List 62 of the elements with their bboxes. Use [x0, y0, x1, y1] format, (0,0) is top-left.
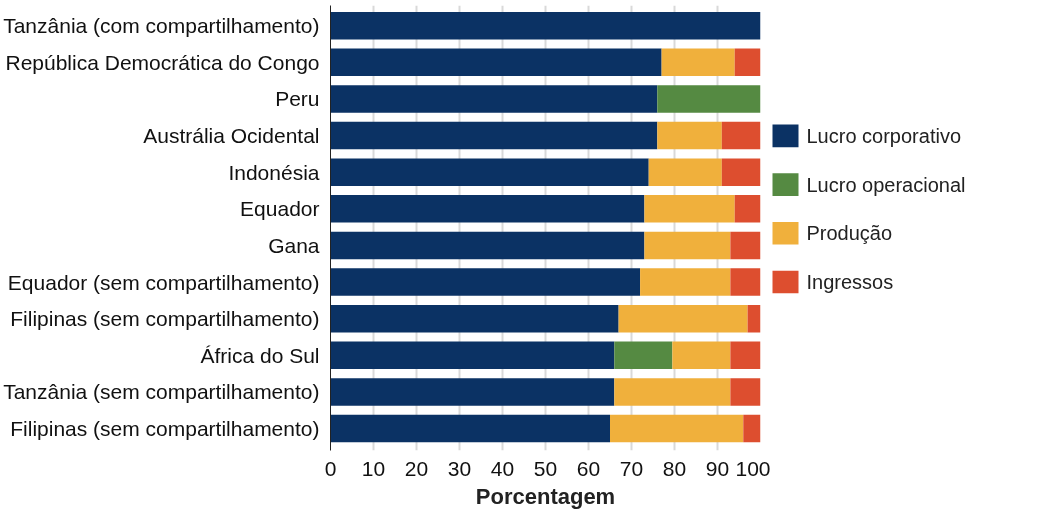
y-tick-label: República Democrática do Congo	[5, 50, 320, 74]
legend-label: Lucro corporativo	[806, 124, 962, 147]
bar	[610, 414, 744, 443]
y-tick-label: Filipinas (sem compartilhamento)	[10, 417, 320, 441]
y-tick-label: Peru	[275, 87, 320, 111]
bar	[614, 341, 673, 370]
x-tick-label: 40	[490, 456, 515, 480]
x-tick-label: 20	[404, 456, 429, 480]
legend-label: Produção	[806, 222, 893, 245]
bar	[618, 304, 748, 333]
bar	[330, 268, 641, 296]
bar	[734, 48, 761, 76]
y-tick-label: Indonésia	[228, 160, 320, 184]
bar	[730, 268, 761, 296]
bar	[330, 121, 658, 150]
bar	[734, 195, 761, 223]
bar	[730, 341, 761, 370]
bar	[330, 85, 658, 113]
bar	[661, 48, 735, 76]
y-tick-label: Equador	[240, 197, 320, 221]
bar	[640, 268, 731, 296]
bar	[657, 121, 722, 150]
bar	[648, 158, 722, 186]
legend-label: Ingressos	[806, 270, 894, 293]
bar	[730, 378, 761, 406]
bar	[721, 158, 761, 186]
bar	[614, 378, 731, 406]
bar	[721, 121, 761, 150]
y-tick-label: Tanzânia (com compartilhamento)	[3, 14, 320, 38]
bar	[330, 195, 645, 223]
x-tick-label: 50	[533, 456, 558, 480]
x-tick-label: 60	[576, 456, 601, 480]
bar	[743, 414, 761, 443]
x-tick-label: 100	[735, 456, 771, 480]
x-tick-label: 10	[361, 456, 386, 480]
bar	[672, 341, 731, 370]
bar	[330, 231, 645, 260]
bar	[330, 158, 649, 186]
y-tick-label: Filipinas (sem compartilhamento)	[10, 307, 320, 331]
y-tick-label: África do Sul	[200, 343, 320, 367]
bar	[657, 85, 761, 113]
y-tick-label: Austrália Ocidental	[143, 124, 320, 148]
bar	[330, 304, 619, 333]
y-tick-label: Equador (sem compartilhamento)	[7, 270, 320, 294]
x-tick-label: 90	[705, 456, 730, 480]
bar	[330, 48, 662, 76]
y-tick-label: Tanzânia (sem compartilhamento)	[3, 380, 320, 404]
bar	[644, 231, 731, 260]
y-tick-label: Gana	[268, 233, 320, 257]
x-axis-title: Porcentagem	[475, 483, 616, 509]
bar	[330, 341, 615, 370]
bar	[747, 304, 761, 333]
x-tick-label: 70	[619, 456, 644, 480]
x-tick-label: 80	[662, 456, 687, 480]
bar	[644, 195, 735, 223]
x-tick-label: 0	[324, 456, 337, 480]
bar	[730, 231, 761, 260]
bar	[330, 11, 761, 40]
bar	[330, 414, 610, 443]
bar	[330, 378, 615, 406]
legend-label: Lucro operacional	[806, 173, 966, 196]
x-tick-label: 30	[447, 456, 472, 480]
